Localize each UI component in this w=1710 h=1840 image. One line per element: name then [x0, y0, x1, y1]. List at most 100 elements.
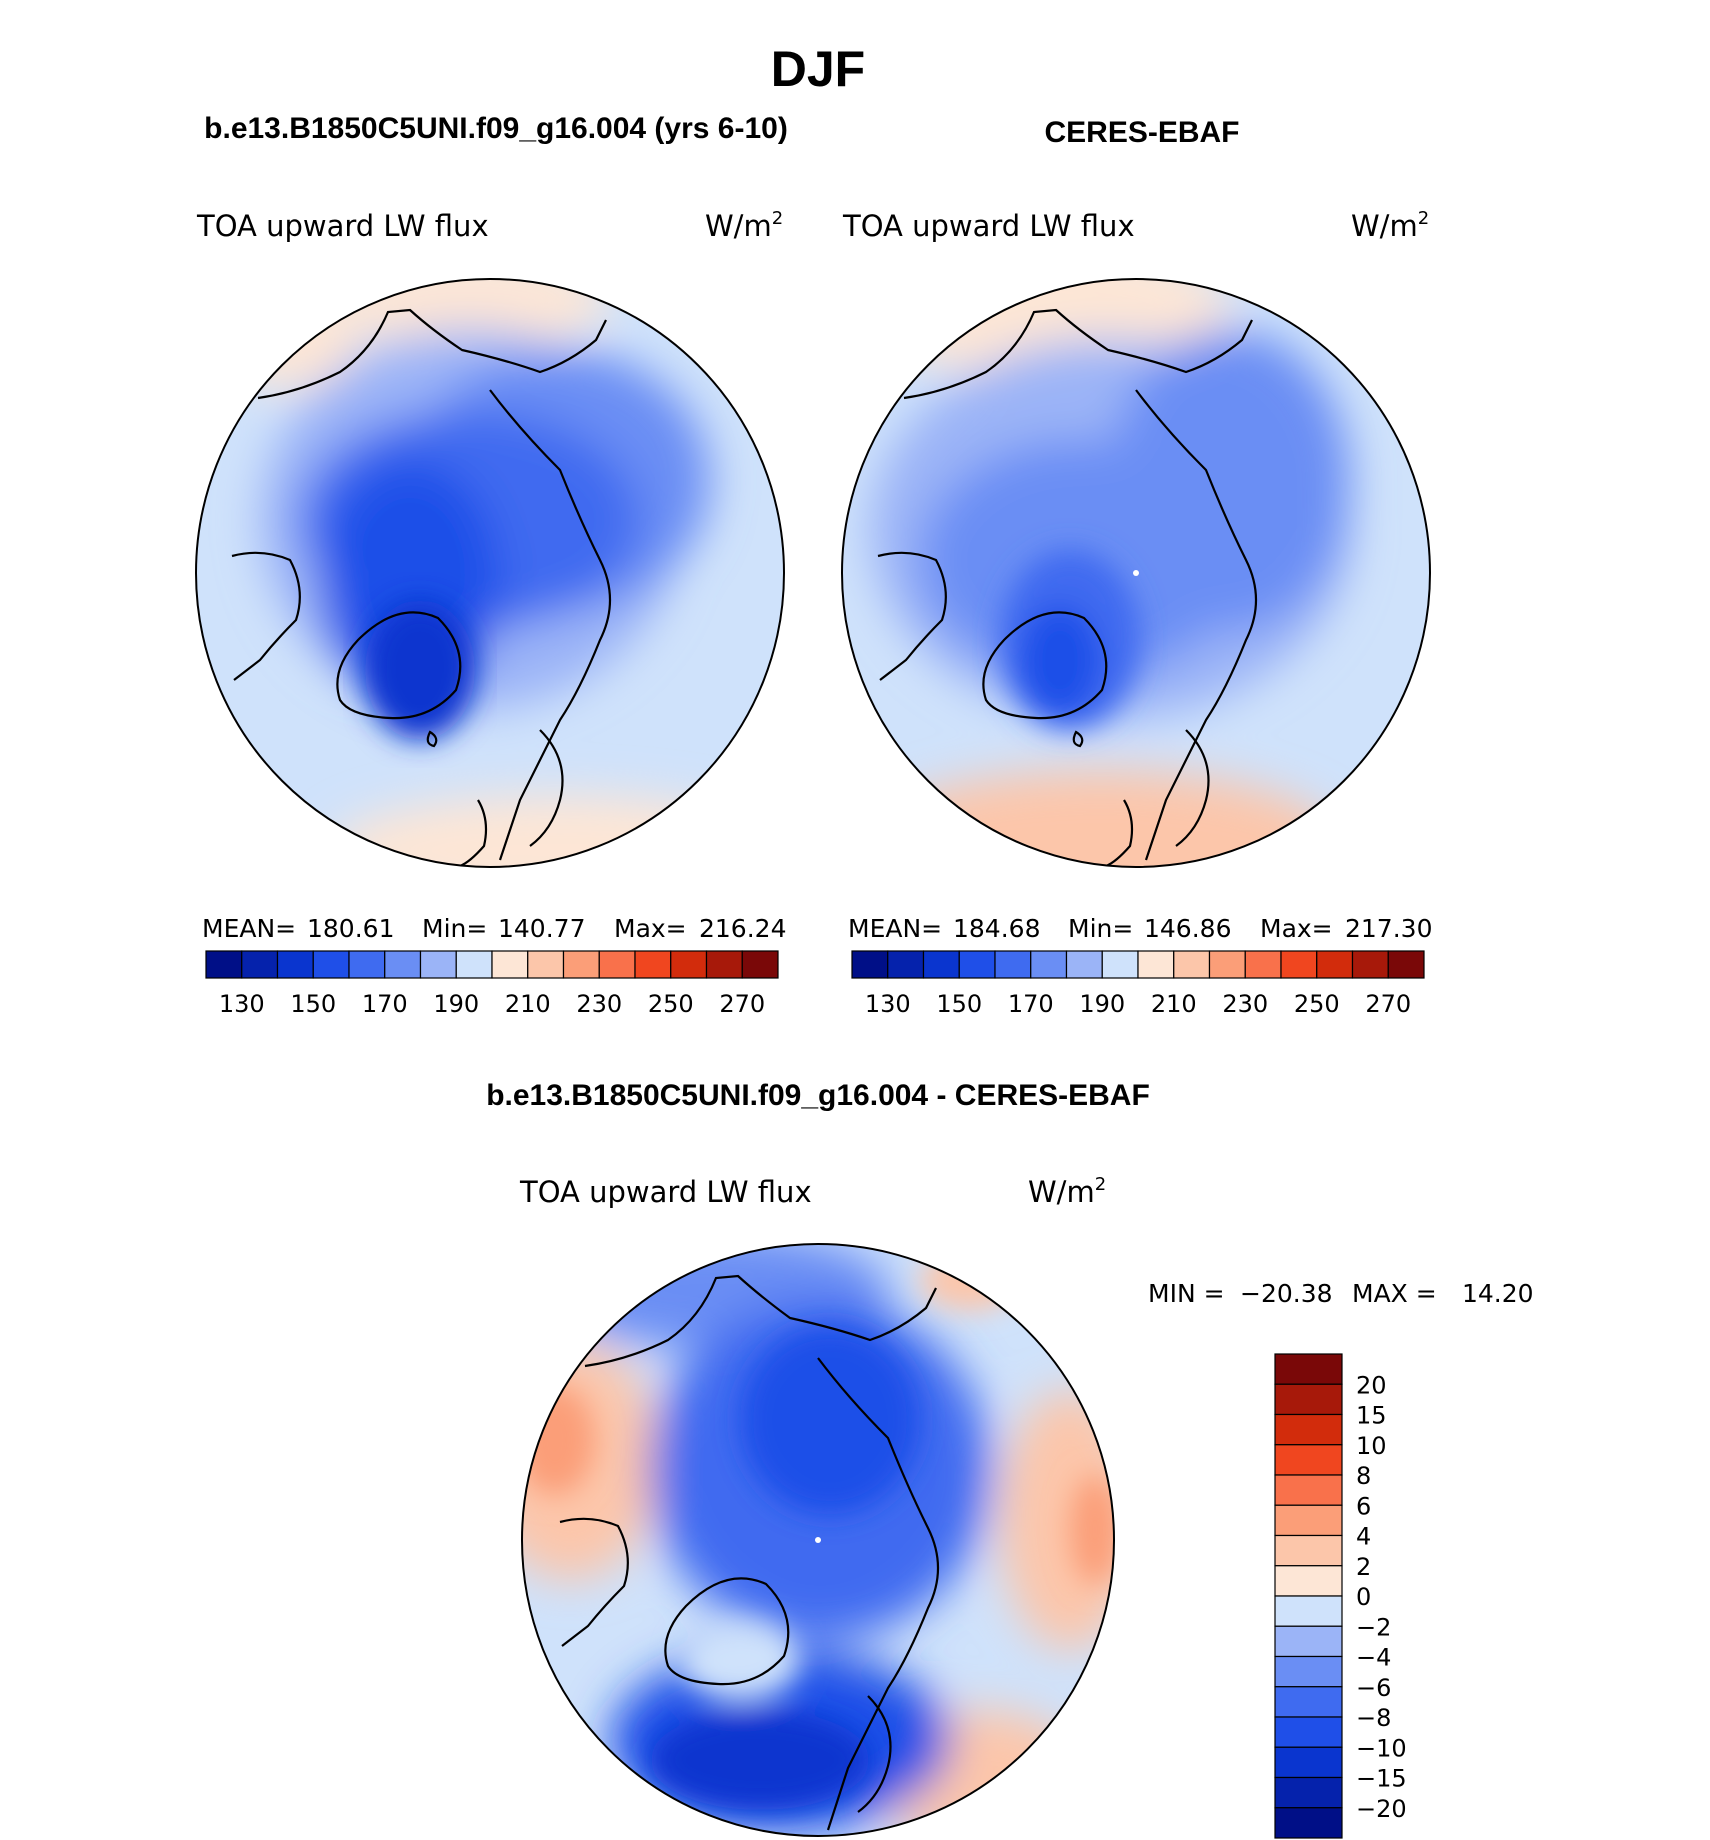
panel1-colorbar-tick-label: 190: [433, 990, 479, 1018]
panel1-colorbar-box-15: [741, 950, 779, 979]
panel2-colorbar-box-12: [1280, 950, 1318, 979]
panel3-colorbar-box-2: [1274, 1413, 1343, 1446]
panel1-mean-label: MEAN=: [202, 914, 296, 943]
panel1-min-label: Min=: [422, 914, 487, 943]
panel3-stats: MIN = −20.38 MAX = 14.20: [1148, 1279, 1534, 1308]
panel2-colorbar-tick-label: 150: [936, 990, 982, 1018]
panel2-colorbar-box-13: [1316, 950, 1354, 979]
panel2-colorbar-box-5: [1030, 950, 1068, 979]
panel3-colorbar-box-5: [1274, 1504, 1343, 1537]
panel1-colorbar-box-14: [705, 950, 743, 979]
panel2-max-value: 217.30: [1345, 914, 1432, 943]
panel2-colorbar-tick-label: 250: [1294, 990, 1340, 1018]
panel3-colorbar-box-1: [1274, 1383, 1343, 1416]
panel2-colorbar-box-2: [922, 950, 960, 979]
panel2-colorbar-box-1: [887, 950, 925, 979]
panel1-colorbar-tick-label: 230: [576, 990, 622, 1018]
panel1-polar-map: [195, 278, 785, 868]
panel2-colorbar-tick-label: 210: [1151, 990, 1197, 1018]
panel3-polar-map: [521, 1243, 1115, 1837]
panel1-colorbar-box-12: [634, 950, 672, 979]
panel2-colorbar-box-10: [1208, 950, 1246, 979]
panel3-colorbar-tick-label: −6: [1356, 1674, 1391, 1702]
panel3-min-label: MIN =: [1148, 1279, 1225, 1308]
panel3-colorbar-tick-label: 4: [1356, 1523, 1371, 1551]
panel1-colorbar-box-8: [491, 950, 529, 979]
panel1-colorbar-box-5: [384, 950, 422, 979]
panel1-colorbar-box-3: [312, 950, 350, 979]
panel3-colorbar-box-0: [1274, 1353, 1343, 1385]
panel1-colorbar-tick-label: 170: [362, 990, 408, 1018]
panel2-colorbar-tick-label: 130: [865, 990, 911, 1018]
panel1-variable-label: TOA upward LW flux: [196, 209, 489, 243]
panel3-colorbar-box-15: [1274, 1807, 1343, 1839]
panel1-max-value: 216.24: [699, 914, 786, 943]
panel3-min-value: −20.38: [1240, 1279, 1333, 1308]
main-title: DJF: [771, 41, 865, 97]
panel3-coastlines: [559, 1274, 940, 1831]
panel2-colorbar-box-0: [851, 950, 889, 979]
panel2-colorbar-box-15: [1387, 950, 1425, 979]
panel1-colorbar-box-11: [598, 950, 636, 979]
panel3-colorbar-box-8: [1274, 1595, 1343, 1627]
panel3-colorbar-tick-label: 8: [1356, 1462, 1371, 1490]
panel3-colorbar-tick-label: −4: [1356, 1644, 1391, 1672]
panel2-colorbar-tick-label: 190: [1079, 990, 1125, 1018]
panel2-variable-label: TOA upward LW flux: [842, 209, 1135, 243]
panel3-max-value: 14.20: [1462, 1279, 1534, 1308]
panel3-colorbar-box-3: [1274, 1444, 1343, 1476]
panel3-colorbar-tick-label: 15: [1356, 1402, 1387, 1430]
panel2-colorbar-box-4: [994, 950, 1032, 979]
panel3-colorbar-tick-label: −2: [1356, 1613, 1391, 1641]
panel3-colorbar-tick-label: −20: [1356, 1795, 1407, 1823]
panel3-colorbar-box-12: [1274, 1716, 1343, 1748]
panel2-coastlines: [877, 308, 1258, 867]
panel2-max-label: Max=: [1260, 914, 1333, 943]
panel3-colorbar-tick-label: 10: [1356, 1432, 1387, 1460]
panel1-colorbar-box-2: [276, 950, 314, 979]
panel1-colorbar-tick-label: 270: [719, 990, 765, 1018]
panel1-max-label: Max=: [614, 914, 687, 943]
panel3-colorbar-tick-label: 20: [1356, 1371, 1387, 1399]
panel2-mean-label: MEAN=: [848, 914, 942, 943]
panel2-colorbar-box-6: [1065, 950, 1103, 979]
panel1-min-value: 140.77: [498, 914, 585, 943]
panel2-polar-map: [841, 278, 1431, 868]
panel1-units-label: W/m2: [705, 208, 783, 243]
panel1-colorbar-tick-label: 150: [290, 990, 336, 1018]
panel1-coastlines: [231, 308, 612, 867]
panel1-colorbar-box-6: [419, 950, 457, 979]
panel2-mean-value: 184.68: [953, 914, 1040, 943]
panel1-title: b.e13.B1850C5UNI.f09_g16.004 (yrs 6-10): [204, 112, 788, 145]
panel2-title: CERES-EBAF: [1044, 116, 1239, 149]
panel2-colorbar-box-9: [1173, 950, 1211, 979]
panel2-colorbar-box-7: [1101, 950, 1139, 979]
panel3-colorbar-tick-label: 0: [1356, 1583, 1371, 1611]
panel2-colorbar-box-3: [958, 950, 996, 979]
panel3-colorbar-box-10: [1274, 1655, 1343, 1688]
panel3-colorbar-box-7: [1274, 1565, 1343, 1597]
panel3-colorbar-box-14: [1274, 1776, 1343, 1809]
panel2-colorbar-box-14: [1351, 950, 1389, 979]
panel3-colorbar-box-13: [1274, 1746, 1343, 1779]
panel1-colorbar-tick-label: 210: [505, 990, 551, 1018]
panel3-units-label: W/m2: [1028, 1174, 1106, 1209]
panel1-colorbar-tick-label: 250: [648, 990, 694, 1018]
panel3-colorbar-tick-label: 6: [1356, 1492, 1371, 1520]
panel2-units-label: W/m2: [1351, 208, 1429, 243]
panel2-colorbar: 130 150 170 190 210 230 250 270: [851, 950, 1425, 1018]
panel3-colorbar-tick-label: −15: [1356, 1765, 1407, 1793]
panel2-colorbar-tick-label: 170: [1008, 990, 1054, 1018]
panel2-colorbar-box-11: [1244, 950, 1282, 979]
panel2-colorbar-tick-label: 230: [1222, 990, 1268, 1018]
panel2-min-label: Min=: [1068, 914, 1133, 943]
panel2-min-value: 146.86: [1144, 914, 1231, 943]
panel3-colorbar-tick-label: 2: [1356, 1553, 1371, 1581]
panel2-colorbar-box-8: [1137, 950, 1175, 979]
panel1-colorbar-box-7: [455, 950, 493, 979]
panel1-stats: MEAN= 180.61 Min= 140.77 Max= 216.24: [202, 914, 786, 943]
panel1-colorbar: 130 150 170 190 210 230 250 270: [205, 950, 779, 1018]
panel3-colorbar-box-4: [1274, 1474, 1343, 1506]
panel3-colorbar-tick-label: −10: [1356, 1734, 1407, 1762]
